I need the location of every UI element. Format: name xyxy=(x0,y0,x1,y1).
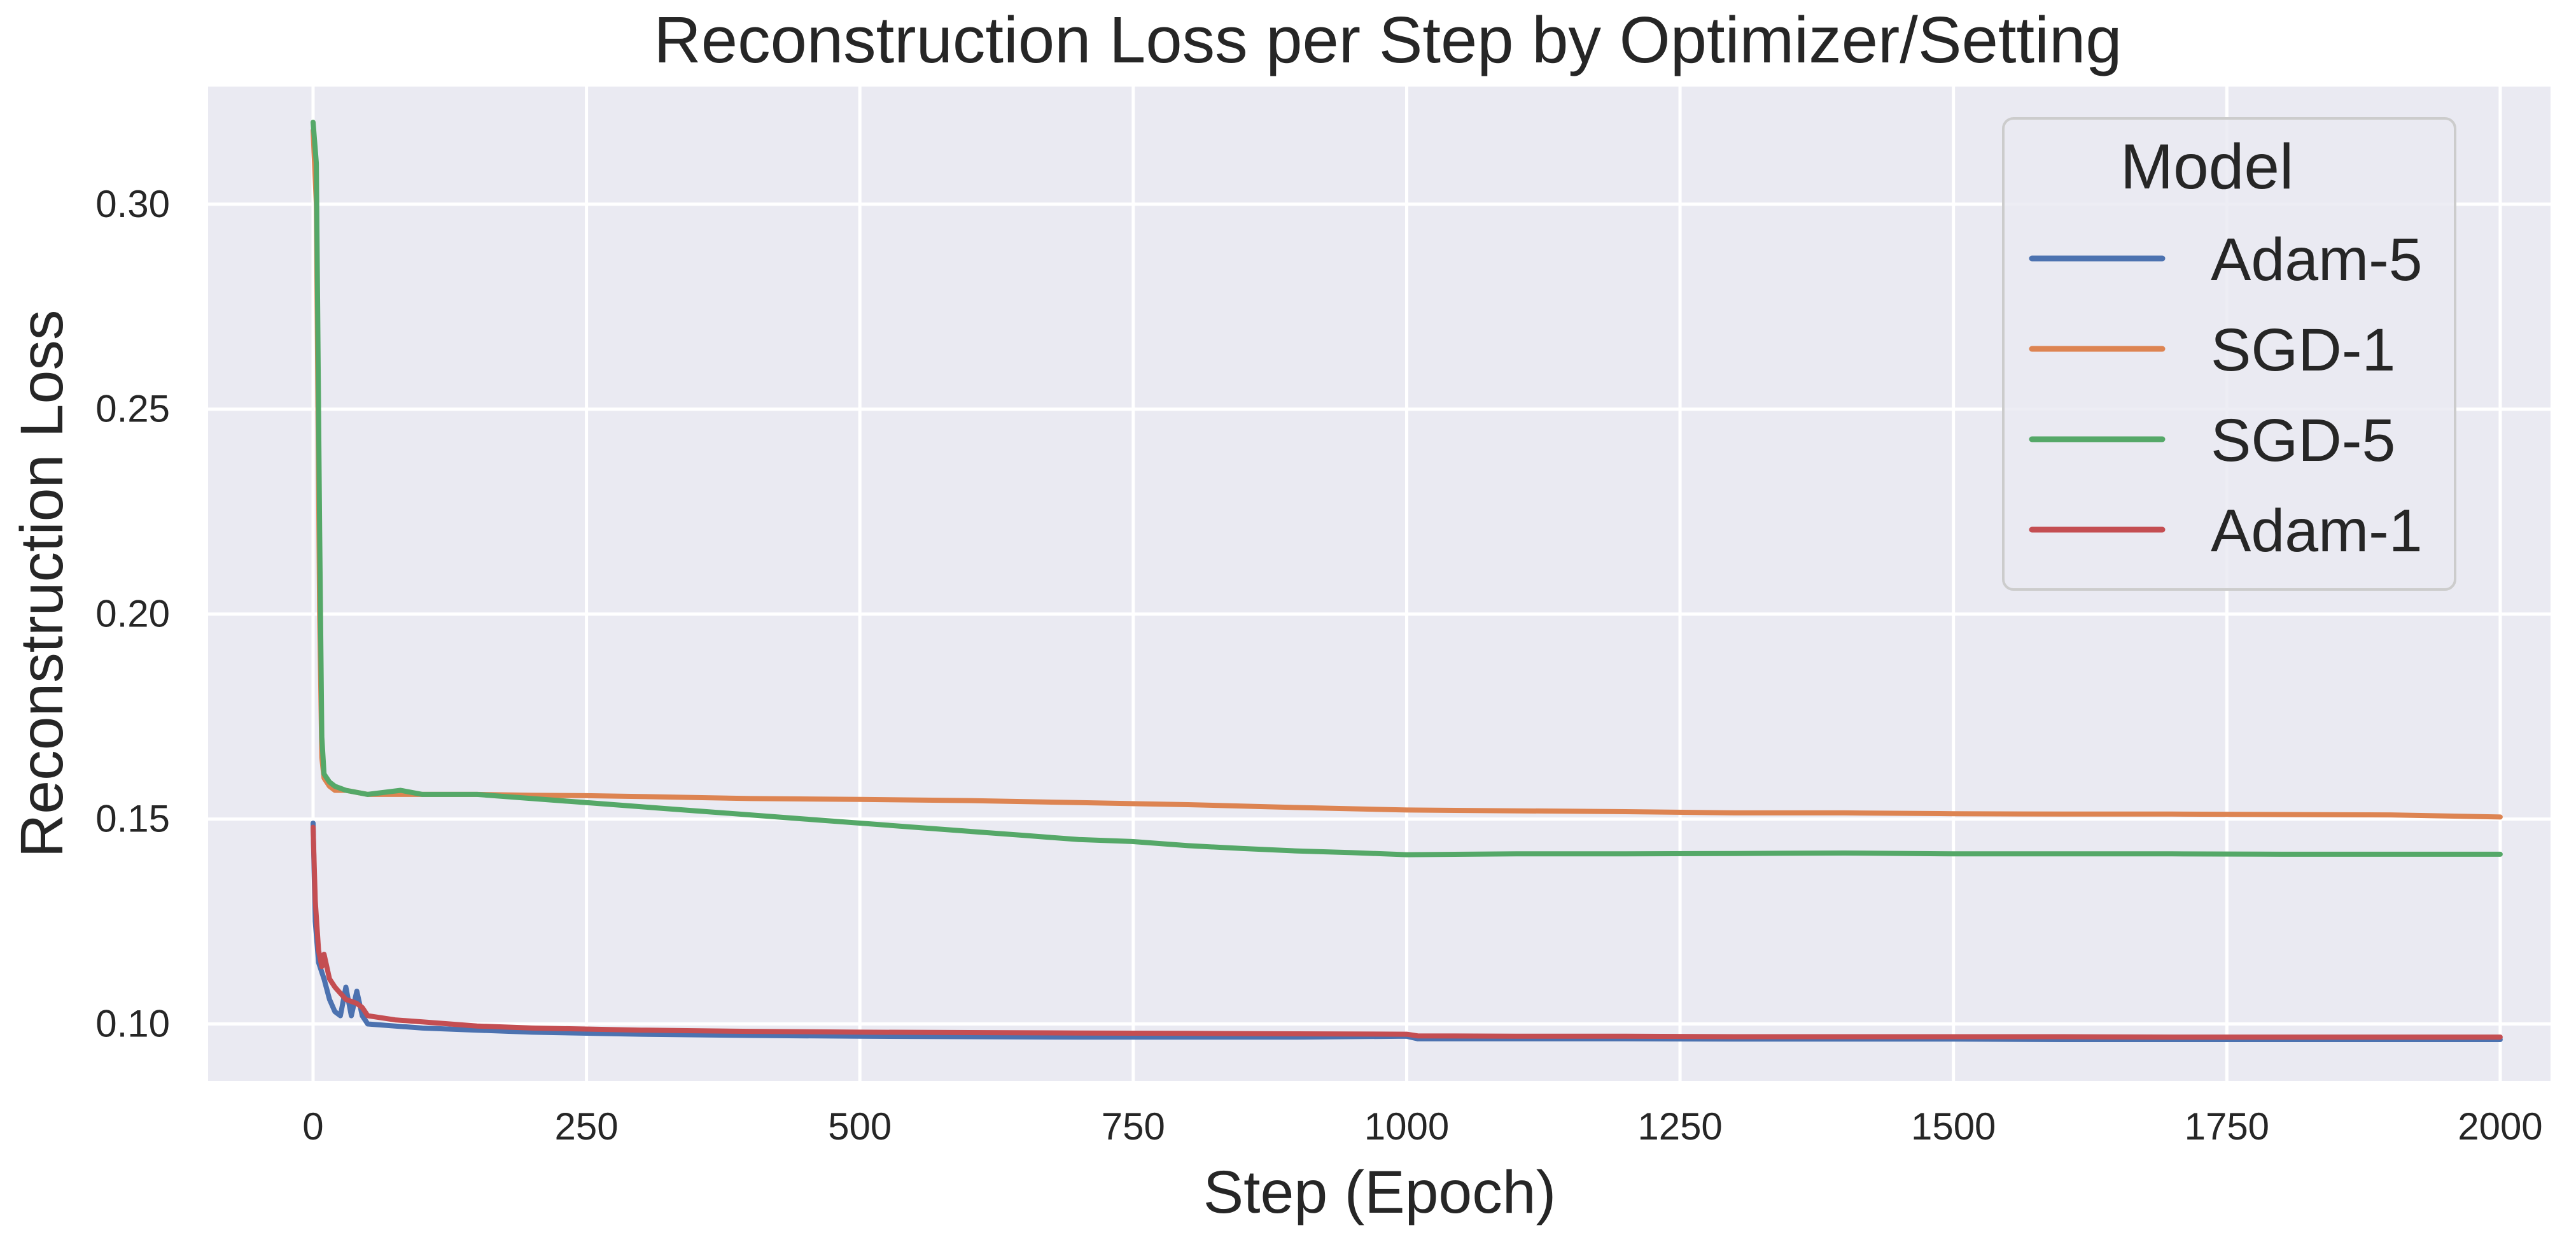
x-tick-label: 1000 xyxy=(1364,1105,1449,1148)
series-line-sgd-1 xyxy=(311,127,2503,820)
legend: Model Adam-5 SGD-1 SGD-5 Adam-1 xyxy=(2002,117,2456,591)
x-tick-label: 1750 xyxy=(2185,1105,2269,1148)
y-tick-label: 0.10 xyxy=(95,1003,170,1045)
legend-label: SGD-5 xyxy=(2211,407,2395,474)
y-tick-label: 0.25 xyxy=(95,388,170,430)
legend-label: Adam-5 xyxy=(2211,226,2423,293)
x-axis-label: Step (Epoch) xyxy=(1203,1159,1556,1226)
legend-label: Adam-1 xyxy=(2211,497,2423,565)
y-tick-label: 0.30 xyxy=(95,183,170,225)
series-line-sgd-5 xyxy=(311,120,2503,857)
x-tick-label: 750 xyxy=(1102,1105,1165,1148)
x-tick-label: 1500 xyxy=(1911,1105,1996,1148)
x-tick-label: 0 xyxy=(302,1105,323,1148)
y-axis-ticks: 0.10 0.15 0.20 0.25 0.30 xyxy=(95,183,170,1045)
y-axis-label: Reconstruction Loss xyxy=(8,310,76,858)
x-axis-ticks: 0 250 500 750 1000 1250 1500 1750 2000 xyxy=(302,1105,2542,1148)
series-line-adam-1 xyxy=(311,824,2503,1040)
legend-box xyxy=(2002,117,2456,591)
y-tick-label: 0.20 xyxy=(95,593,170,635)
x-tick-label: 1250 xyxy=(1637,1105,1722,1148)
x-tick-label: 250 xyxy=(555,1105,619,1148)
legend-label: SGD-1 xyxy=(2211,316,2395,384)
series-lines xyxy=(311,120,2503,1042)
y-tick-label: 0.15 xyxy=(95,798,170,840)
legend-title: Model xyxy=(2120,131,2293,202)
x-tick-label: 500 xyxy=(828,1105,892,1148)
x-tick-label: 2000 xyxy=(2458,1105,2542,1148)
legend-items: Adam-5 SGD-1 SGD-5 Adam-1 xyxy=(2029,226,2423,565)
chart-title: Reconstruction Loss per Step by Optimize… xyxy=(654,3,2122,76)
